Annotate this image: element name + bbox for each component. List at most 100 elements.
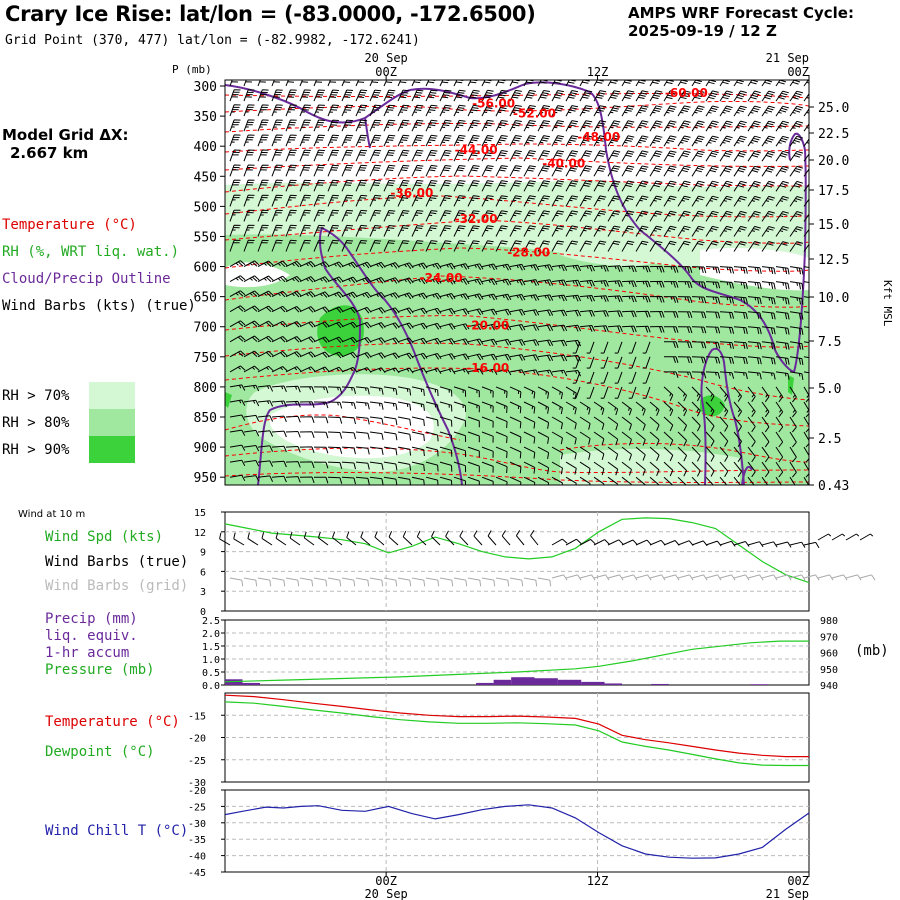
wind-barb [551,476,563,485]
wind-barb [635,180,649,192]
wind-barb [425,368,442,374]
wind-barb [313,209,325,222]
wind-barb [509,195,522,207]
wind-barb-grid [579,574,596,581]
wind-barb [551,386,563,400]
wind-barb [775,461,784,478]
wind-barb [789,401,797,418]
precip-bar [581,681,605,685]
wind-barb [425,134,438,147]
pressure-tick-label: 960 [820,649,838,660]
wind-barb [243,260,260,268]
wind-barb [551,180,564,192]
wind-barb [775,371,790,380]
wind-barb [691,416,701,432]
wind-barb [537,150,550,162]
wind-barb [691,446,701,462]
wind-barb [663,431,674,447]
wind-barb [635,135,649,147]
wind-barb [523,446,536,459]
wind-barb [775,341,790,350]
wind-barb [411,416,425,426]
wind-barb [677,120,691,132]
wind-barb [271,134,283,147]
wind-barb [607,195,621,207]
wind-barb [789,371,804,380]
wind-barb [551,210,564,222]
wind-barb [691,195,705,207]
wind-barb [747,461,756,478]
wind-barb [425,461,439,472]
wind-barb [467,416,480,428]
wind-barb [593,325,609,332]
cloud-outline-path [225,81,807,374]
wind-barb [733,371,748,380]
wind-barb [285,431,301,438]
wind-barb [537,180,550,192]
wind-barb [425,446,439,457]
temperature-contour-label: -56.00 [472,96,515,110]
wind-barb [719,326,735,334]
wind-barb [313,291,330,298]
wind-barb [327,224,339,237]
wind-barb [509,240,522,252]
wind-barb [747,90,761,102]
wind-barb [537,354,554,362]
cycle-value: 2025-09-19 / 12 Z [628,22,777,40]
wind-barb [299,149,311,162]
wind-barb [565,150,579,162]
wind-barb [369,179,382,192]
wind-barb [733,461,743,478]
wind-barb [243,209,255,222]
wind-barb [397,352,414,360]
wind-barb [607,476,619,485]
wind-barb [649,265,665,273]
height-axis-label: Kft MSL [881,280,894,327]
precip-panel-border [224,619,810,686]
wind-barb [439,386,453,397]
wind-barb [677,135,691,147]
wind-barb [523,294,540,301]
forecast-cycle: AMPS WRF Forecast Cycle: 2025-09-19 / 12… [628,4,854,40]
wind-barb-grid [691,574,708,581]
wind-barb [257,385,274,392]
windchill-tick-label: -45 [188,868,206,879]
legend-temp-2m: Temperature (°C) [45,714,180,730]
wind-barb [691,281,707,289]
wind-barb [411,386,425,396]
temp-tick-label: -25 [188,756,206,767]
wind-barb [719,120,733,132]
wind-barb [439,293,456,300]
legend-barbs-grid: Wind Barbs (grid) [45,578,189,594]
wind-barb [411,104,424,117]
wind-barb [677,341,693,349]
dry-pocket-low [269,395,434,459]
wind-barb [439,476,453,485]
wind-barb [523,165,536,177]
wind-barb [621,90,635,102]
wind-barb [313,149,325,162]
temperature-contour [225,157,809,171]
wind-barb [271,366,288,373]
wind-barb [439,338,456,345]
wind-barb [411,307,428,315]
wind-barb [733,416,743,432]
wind-barb [425,104,438,117]
wind-barb [243,119,255,132]
wind-barb [621,195,635,207]
wind-barb [635,295,651,303]
wind-barb [495,461,508,474]
wind-barb [425,164,438,177]
pressure-tick-label: 700 [194,321,217,336]
wind-barb [775,416,784,433]
wind-barb [229,209,241,222]
wind-barb [341,89,354,102]
wind-barb [355,194,368,207]
wind-barb [299,461,315,469]
wind-barb [481,293,498,301]
wind-barb [649,240,663,252]
wind-barb [537,324,554,332]
wind-barb [425,240,438,252]
wind-barb [523,135,536,147]
